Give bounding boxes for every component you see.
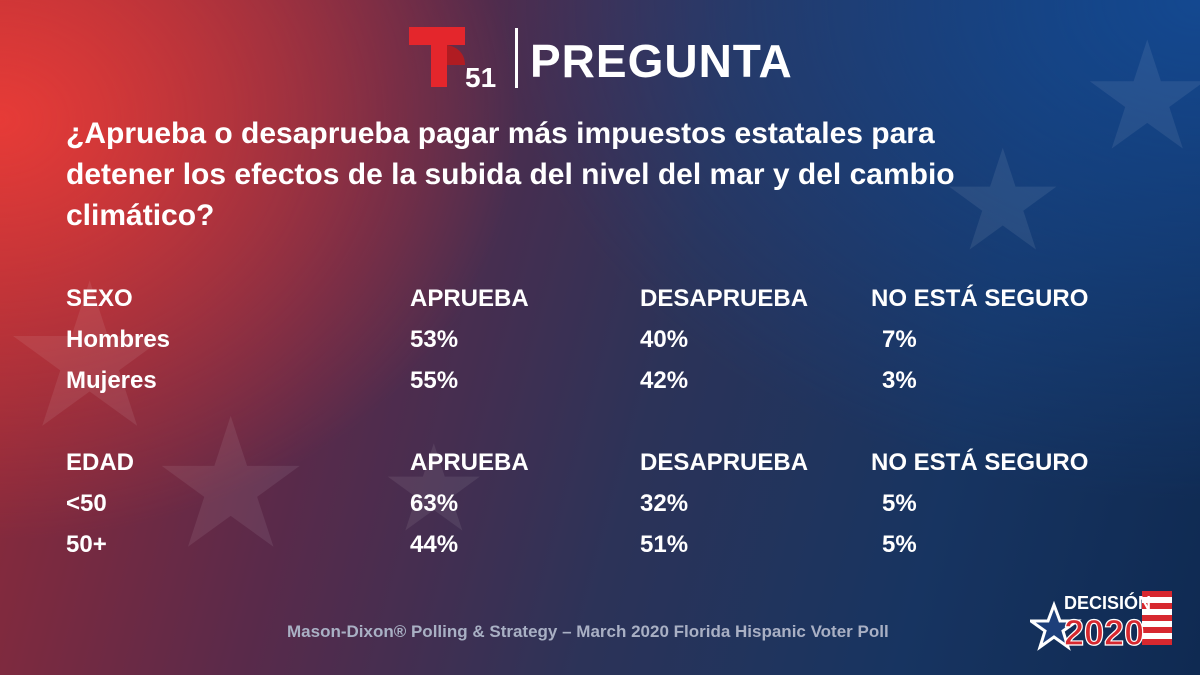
value-no-seguro: 5% xyxy=(882,531,917,558)
value-aprueba: 53% xyxy=(410,326,459,353)
value-aprueba: 55% xyxy=(410,367,459,394)
value-no-seguro: 7% xyxy=(882,326,917,353)
header-no-seguro: NO ESTÁ SEGURO xyxy=(871,449,1089,476)
header-category: SEXO xyxy=(66,285,133,312)
header-category: EDAD xyxy=(66,449,135,476)
table-edad: EDAD APRUEBA DESAPRUEBA NO ESTÁ SEGURO <… xyxy=(66,442,1126,565)
header-desaprueba: DESAPRUEBA xyxy=(640,285,809,312)
badge-year: 2020 xyxy=(1064,612,1144,653)
row-label: Mujeres xyxy=(66,367,157,394)
star-icon: ★ xyxy=(1080,10,1200,184)
value-no-seguro: 5% xyxy=(882,490,917,517)
row-label: 50+ xyxy=(66,531,107,558)
row-label: <50 xyxy=(66,490,107,517)
decision-2020-badge: DECISIÓN 2020 xyxy=(1030,591,1172,653)
badge-title: DECISIÓN xyxy=(1064,592,1151,613)
table-row: Hombres 53% 40% 7% xyxy=(66,319,1126,360)
value-no-seguro: 3% xyxy=(882,367,917,394)
value-desaprueba: 51% xyxy=(640,531,689,558)
question-text: ¿Aprueba o desaprueba pagar más impuesto… xyxy=(66,117,955,232)
table-header-row: EDAD APRUEBA DESAPRUEBA NO ESTÁ SEGURO xyxy=(66,442,1126,483)
table-row: 50+ 44% 51% 5% xyxy=(66,524,1126,565)
value-aprueba: 63% xyxy=(410,490,459,517)
flag-stripes xyxy=(1142,591,1172,645)
table-row: <50 63% 32% 5% xyxy=(66,483,1126,524)
table-header-row: SEXO APRUEBA DESAPRUEBA NO ESTÁ SEGURO xyxy=(66,278,1126,319)
value-desaprueba: 32% xyxy=(640,490,689,517)
star-icon xyxy=(1030,600,1082,651)
header-no-seguro: NO ESTÁ SEGURO xyxy=(871,285,1089,312)
table-row: Mujeres 55% 42% 3% xyxy=(66,360,1126,401)
header-aprueba: APRUEBA xyxy=(410,449,529,476)
logo-divider xyxy=(515,28,518,88)
header-aprueba: APRUEBA xyxy=(410,285,529,312)
row-label: Hombres xyxy=(66,326,171,353)
header-title: PREGUNTA xyxy=(530,35,793,87)
header-desaprueba: DESAPRUEBA xyxy=(640,449,809,476)
value-aprueba: 44% xyxy=(410,531,459,558)
logo-number: 51 xyxy=(465,62,496,90)
value-desaprueba: 42% xyxy=(640,367,689,394)
value-desaprueba: 40% xyxy=(640,326,689,353)
poll-source: Mason-Dixon® Polling & Strategy – March … xyxy=(287,622,889,641)
telemundo-51-logo: 51 xyxy=(409,27,496,90)
table-sexo: SEXO APRUEBA DESAPRUEBA NO ESTÁ SEGURO H… xyxy=(66,278,1126,401)
